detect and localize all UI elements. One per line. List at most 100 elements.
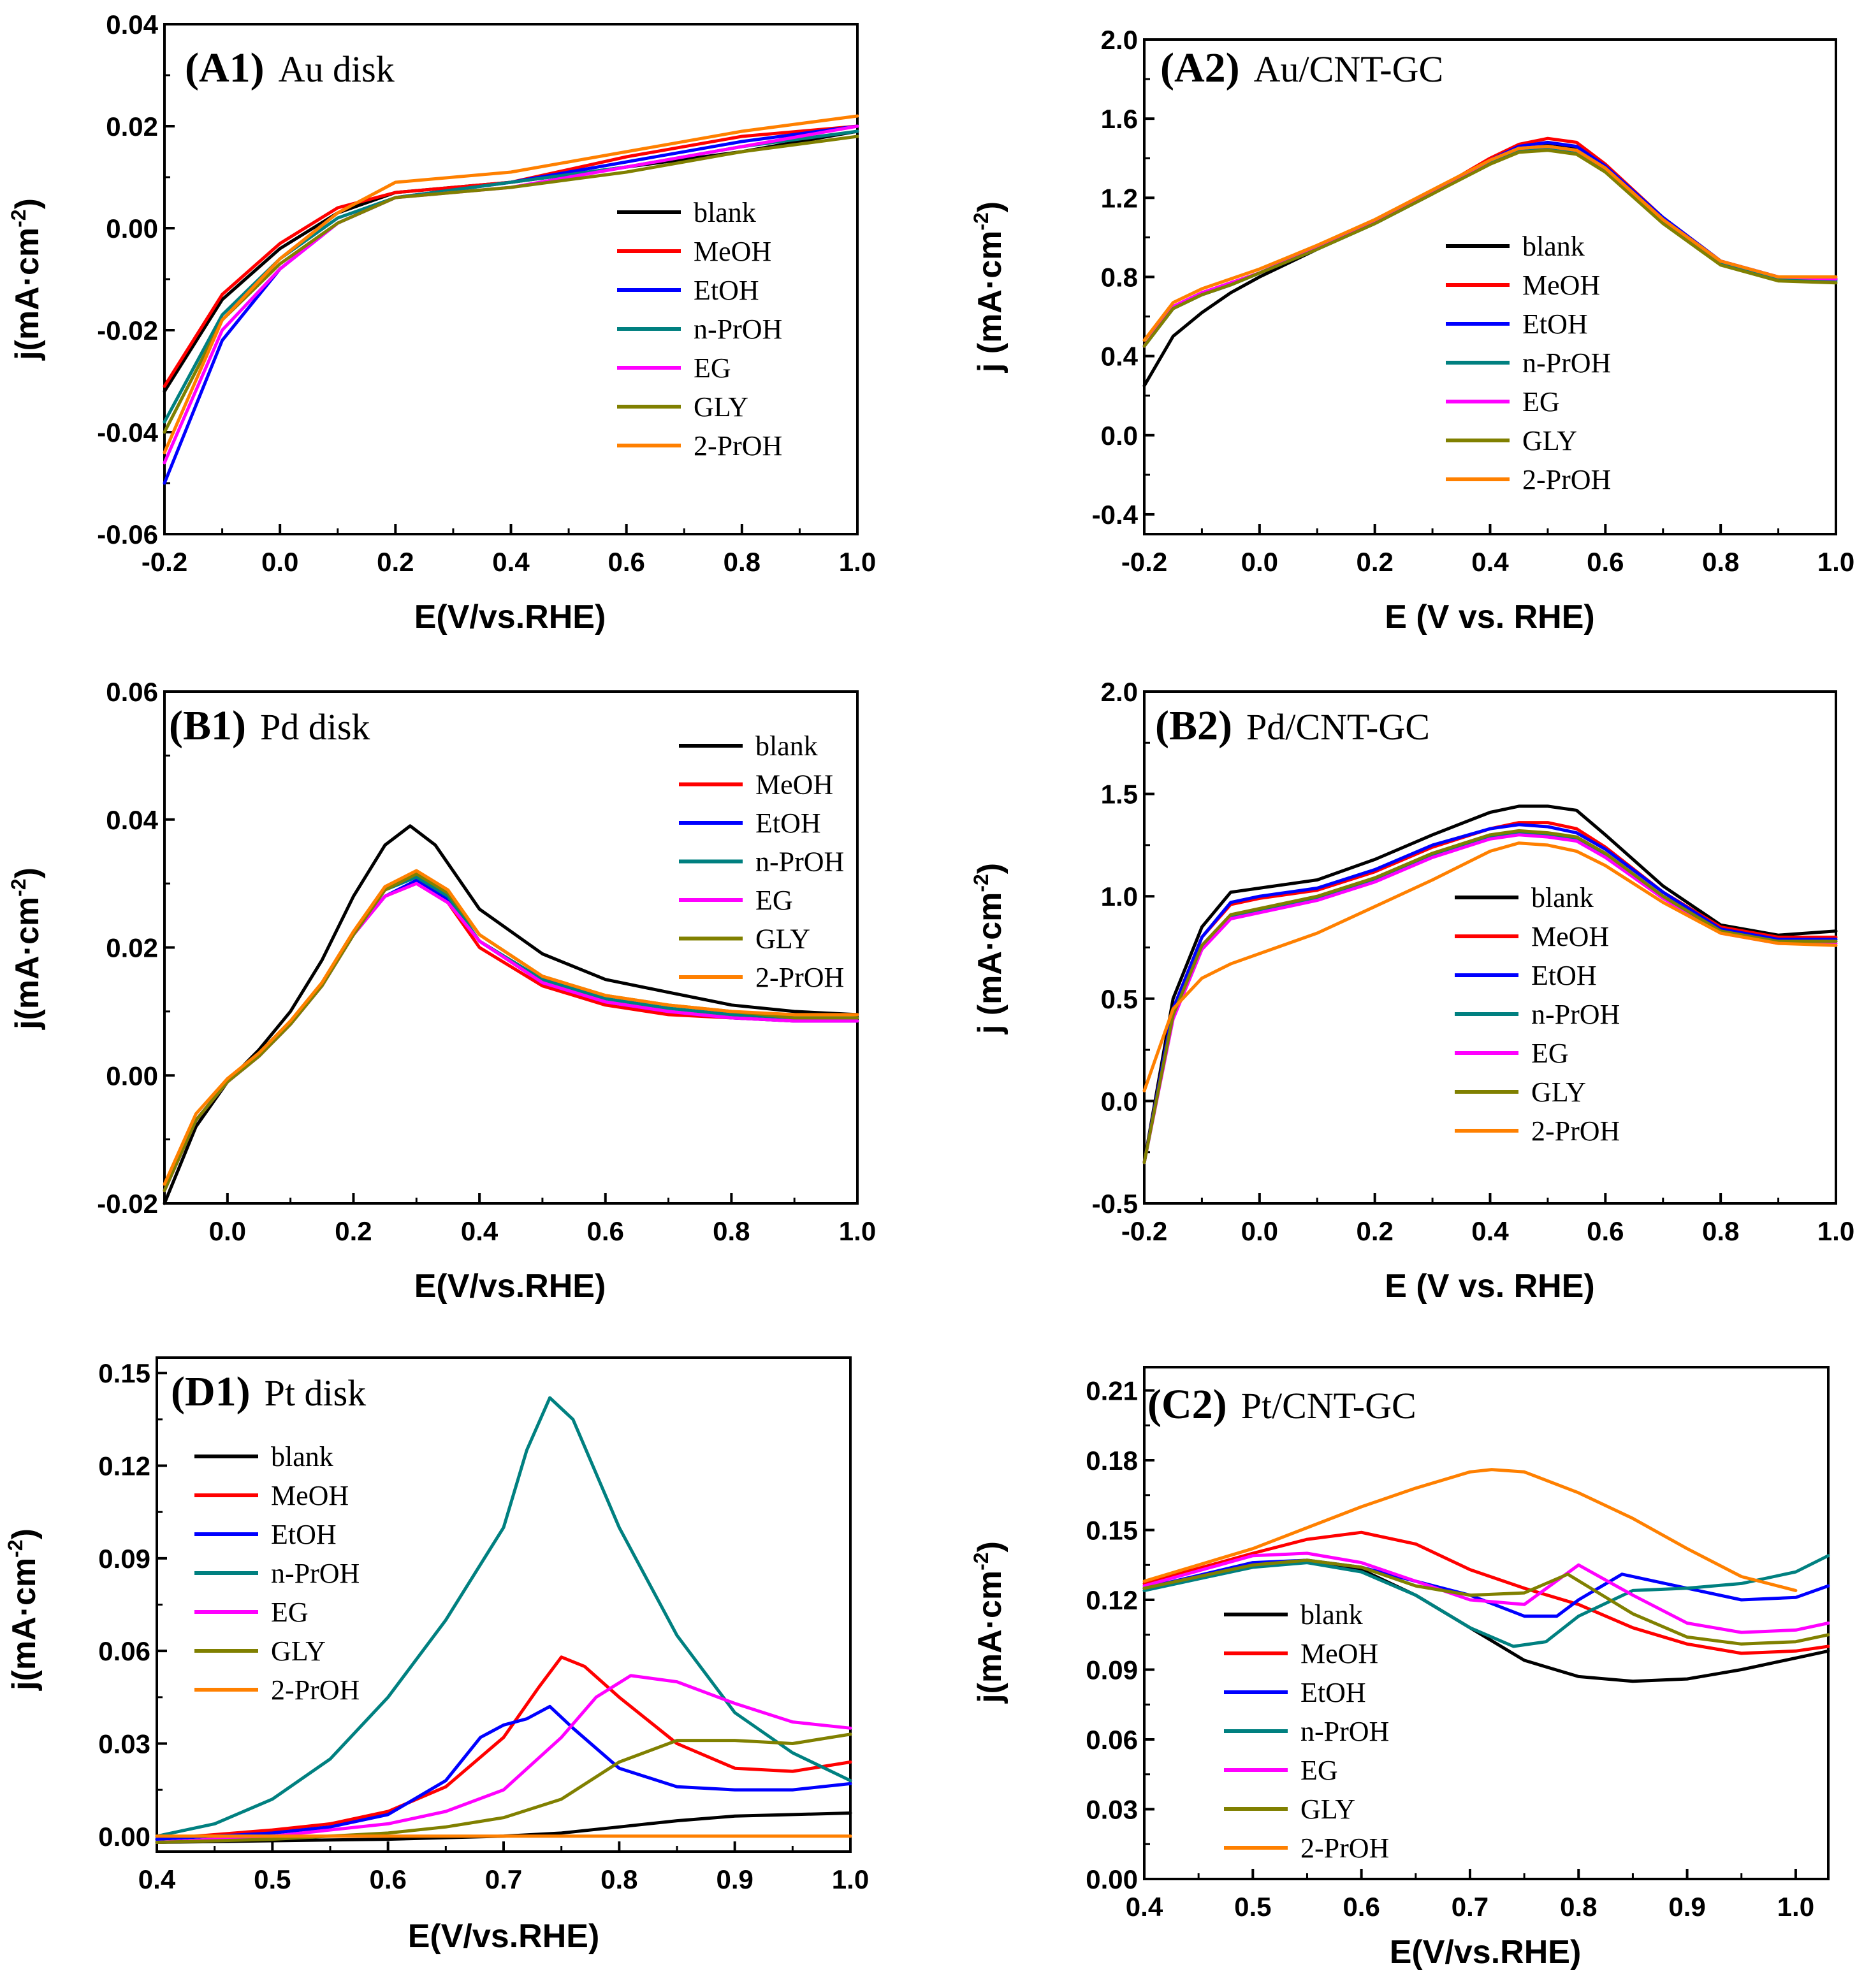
y-axis-title-main: j(mA·cm <box>972 1571 1008 1704</box>
legend-label-2-proh: 2-PrOH <box>1522 464 1611 495</box>
y-tick-label: -0.06 <box>97 519 158 549</box>
y-tick-label: 0.04 <box>106 10 158 40</box>
series-line-meoh <box>1142 1530 1830 1655</box>
x-tick-label: 0.6 <box>369 1864 406 1894</box>
x-tick-label: -0.2 <box>1121 547 1167 577</box>
legend-label-blank: blank <box>755 730 818 762</box>
y-tick-label: 0.15 <box>98 1358 150 1388</box>
y-axis-title-superscript: -2 <box>7 209 30 227</box>
y-tick-label: 0.03 <box>98 1729 150 1759</box>
y-tick-label: 0.8 <box>1101 262 1138 292</box>
x-tick-label: 0.6 <box>1587 547 1624 577</box>
y-tick-label: 0.12 <box>98 1451 150 1481</box>
y-tick-label: 0.0 <box>1101 1086 1138 1116</box>
series-line-meoh <box>155 1655 852 1841</box>
x-tick-label: 0.6 <box>1587 1216 1624 1246</box>
panel-description: Pt disk <box>265 1372 367 1414</box>
series-line-eg <box>155 1674 852 1844</box>
x-tick-label: 0.2 <box>1356 547 1393 577</box>
panel-label: (D1) <box>171 1368 251 1415</box>
x-tick-label: 0.2 <box>335 1216 372 1246</box>
legend-label-gly: GLY <box>1531 1077 1586 1108</box>
x-tick-label: 0.2 <box>377 547 414 577</box>
y-axis-title-superscript: -2 <box>970 874 993 892</box>
legend-label-etoh: EtOH <box>1300 1677 1366 1708</box>
legend-label-etoh: EtOH <box>755 808 821 839</box>
legend-label-n-proh: n-PrOH <box>271 1558 360 1589</box>
x-tick-label: 1.0 <box>1817 547 1854 577</box>
legend-label-2-proh: 2-PrOH <box>271 1674 360 1706</box>
x-tick-label: 0.4 <box>461 1216 499 1246</box>
y-tick-label: 0.02 <box>106 112 158 141</box>
series-line-blank <box>1142 804 1838 1165</box>
legend-label-blank: blank <box>694 197 756 228</box>
x-tick-label: 0.7 <box>1452 1892 1489 1922</box>
x-tick-label: 0.8 <box>1702 1216 1739 1246</box>
y-tick-label: 0.00 <box>106 1061 158 1091</box>
x-axis-title: E(V/vs.RHE) <box>414 1268 606 1305</box>
series-line-gly <box>1142 1558 1830 1646</box>
y-tick-label: -0.4 <box>1092 500 1139 530</box>
chart-b2-pd-cnt-gc: -0.2 0.0 0.2 0.4 0.6 0.8 1.0 -0.5 0.0 0.5 1.0 1.5 2.… <box>970 677 1854 1305</box>
series-line-blank <box>1142 1558 1830 1683</box>
x-tick-label: -0.2 <box>1121 1216 1167 1246</box>
legend-label-meoh: MeOH <box>271 1480 349 1511</box>
x-tick-label: 0.5 <box>254 1864 291 1894</box>
series-line-n-proh <box>1142 1554 1830 1648</box>
legend-label-blank: blank <box>1300 1599 1363 1630</box>
series-line-n-proh <box>1142 831 1838 1165</box>
x-tick-label: 0.0 <box>209 1216 246 1246</box>
x-tick-label: 1.0 <box>832 1864 869 1894</box>
x-tick-label: 0.6 <box>587 1216 624 1246</box>
series-line-etoh <box>163 878 859 1193</box>
panel-label: (A1) <box>185 45 265 91</box>
y-axis-title-main: j (mA·cm <box>972 231 1008 373</box>
x-tick-label: 0.8 <box>724 547 761 577</box>
y-tick-label: 0.06 <box>98 1636 150 1666</box>
plot-frame <box>156 1356 852 1853</box>
x-tick-label: 0.9 <box>1668 1892 1705 1922</box>
y-tick-label: 2.0 <box>1101 25 1138 55</box>
y-tick-label: 0.4 <box>1101 342 1139 372</box>
x-tick-label: 0.8 <box>713 1216 750 1246</box>
y-axis-title-main: j(mA·cm <box>9 228 46 361</box>
panel-description: Pd disk <box>260 706 370 748</box>
x-tick-label: 0.4 <box>138 1864 176 1894</box>
series-line-eg <box>1142 833 1838 1165</box>
y-axis-title-close: ) <box>6 1528 43 1539</box>
legend-label-etoh: EtOH <box>1531 960 1597 991</box>
y-axis-title-superscript: -2 <box>4 1539 27 1557</box>
legend-label-meoh: MeOH <box>1522 270 1600 301</box>
legend-label-meoh: MeOH <box>1300 1638 1378 1669</box>
legend-label-gly: GLY <box>755 924 810 955</box>
series-line-gly <box>1142 829 1838 1165</box>
x-tick-label: 0.4 <box>1126 1892 1163 1922</box>
x-axis-title: E(V/vs.RHE) <box>1390 1934 1582 1971</box>
x-tick-label: 1.0 <box>839 547 876 577</box>
series-line-2-proh <box>163 114 859 454</box>
legend-label-eg: EG <box>271 1597 309 1628</box>
legend-label-meoh: MeOH <box>1531 921 1609 952</box>
legend-label-blank: blank <box>1522 231 1585 262</box>
legend-label-n-proh: n-PrOH <box>1522 347 1611 379</box>
legend-label-blank: blank <box>271 1441 333 1472</box>
y-tick-label: 0.06 <box>1086 1725 1138 1755</box>
chart-a1-au-disk: -0.2 0.0 0.2 0.4 0.6 0.8 1.0 -0.06 -0.04 -0.02 0.0… <box>7 10 876 635</box>
panel-label: (A2) <box>1160 45 1240 91</box>
plot-frame <box>163 690 859 1205</box>
x-tick-label: 0.8 <box>601 1864 637 1894</box>
legend-label-gly: GLY <box>271 1636 326 1667</box>
x-tick-label: 0.4 <box>1471 547 1509 577</box>
y-axis-title-main: j (mA·cm <box>972 892 1008 1034</box>
y-axis-title: j (mA·cm-2) <box>970 863 1008 1034</box>
series-line-gly <box>163 872 859 1193</box>
x-tick-label: 1.0 <box>1777 1892 1814 1922</box>
x-tick-label: 0.4 <box>492 547 530 577</box>
series-line-meoh <box>1142 821 1838 1165</box>
y-axis-title-close: ) <box>972 1541 1008 1552</box>
legend-label-eg: EG <box>694 352 731 384</box>
y-axis-title: j (mA·cm-2) <box>970 201 1008 373</box>
y-tick-label: -0.5 <box>1092 1189 1138 1219</box>
y-axis-title-superscript: -2 <box>7 878 30 896</box>
